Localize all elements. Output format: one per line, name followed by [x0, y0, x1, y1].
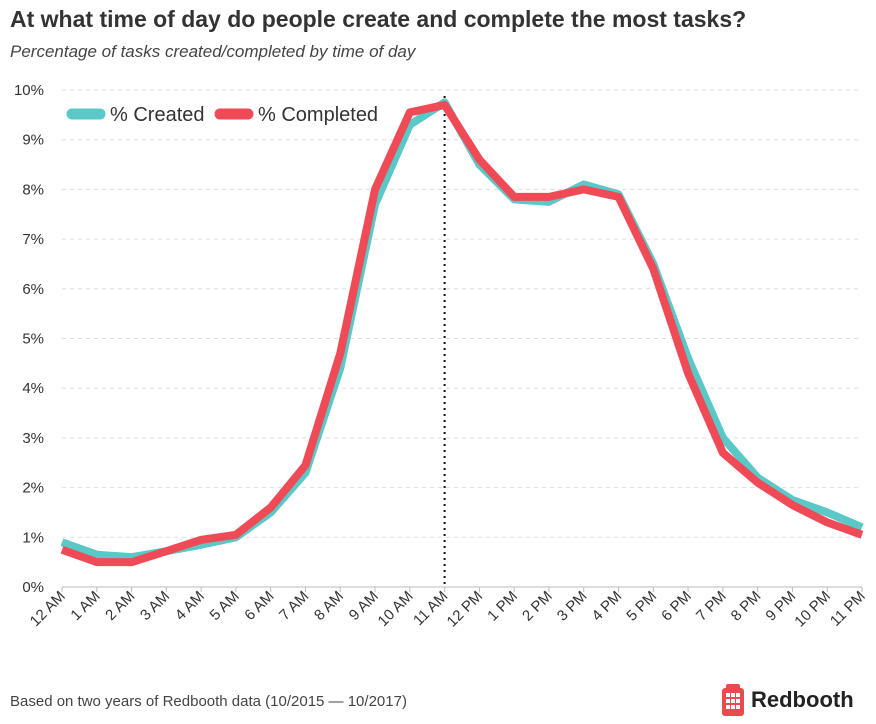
legend-label: % Completed: [258, 104, 378, 126]
line-chart: 0%1%2%3%4%5%6%7%8%9%10%12 AM1 AM2 AM3 AM…: [14, 82, 869, 631]
y-tick-label: 9%: [22, 132, 44, 149]
y-tick-label: 3%: [22, 430, 44, 447]
source-footnote: Based on two years of Redbooth data (10/…: [10, 693, 407, 710]
x-tick-label: 7 AM: [276, 588, 312, 624]
x-tick-label: 1 PM: [484, 588, 521, 625]
x-tick-label: 2 PM: [519, 588, 556, 625]
y-tick-label: 8%: [22, 181, 44, 198]
x-tick-label: 12 PM: [444, 588, 487, 631]
chart-subtitle: Percentage of tasks created/completed by…: [10, 42, 416, 61]
x-tick-label: 11 AM: [410, 588, 451, 629]
x-tick-label: 5 AM: [207, 588, 243, 624]
x-tick-label: 4 PM: [589, 588, 626, 625]
series-line-created: [60, 98, 864, 562]
y-tick-label: 4%: [22, 380, 44, 397]
x-tick-label: 4 AM: [172, 588, 208, 624]
y-tick-label: 5%: [22, 331, 44, 348]
building-icon: [722, 684, 744, 716]
y-tick-label: 2%: [22, 480, 44, 497]
brand-name: Redbooth: [751, 687, 854, 712]
y-tick-label: 6%: [22, 281, 44, 298]
x-tick-label: 8 AM: [311, 588, 347, 624]
y-tick-label: 0%: [22, 579, 44, 596]
y-tick-label: 7%: [22, 231, 44, 248]
x-tick-label: 11 PM: [827, 588, 869, 630]
x-tick-label: 6 PM: [658, 588, 695, 625]
x-tick-label: 10 AM: [375, 588, 417, 630]
brand-logo: Redbooth: [721, 684, 854, 716]
y-tick-label: 1%: [22, 529, 44, 546]
x-tick-label: 3 PM: [554, 588, 591, 625]
series-line-completed: [60, 100, 864, 567]
x-tick-label: 8 PM: [728, 588, 765, 625]
legend-label: % Created: [110, 104, 205, 126]
chart-title: At what time of day do people create and…: [10, 6, 747, 32]
x-tick-label: 7 PM: [693, 588, 730, 625]
x-tick-label: 5 PM: [623, 588, 660, 625]
x-tick-label: 6 AM: [241, 588, 277, 624]
x-tick-label: 1 AM: [67, 588, 103, 624]
x-tick-label: 10 PM: [791, 588, 834, 631]
x-tick-label: 3 AM: [137, 588, 173, 624]
y-tick-label: 10%: [14, 82, 44, 99]
x-tick-label: 2 AM: [102, 588, 138, 624]
